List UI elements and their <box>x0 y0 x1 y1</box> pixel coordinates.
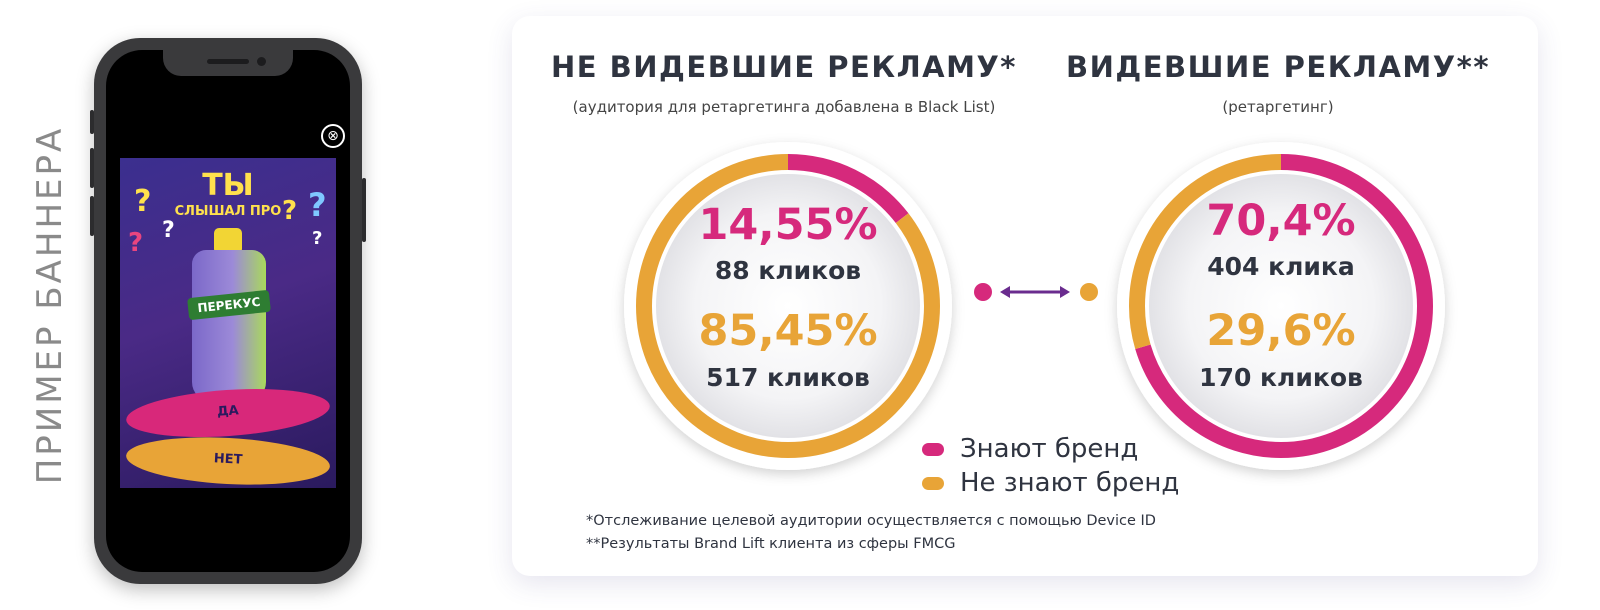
phone-notch <box>163 50 293 76</box>
speaker-icon <box>207 59 249 64</box>
legend-swatch-not-knows <box>922 476 944 490</box>
donut-chart-not-seen <box>608 126 968 486</box>
donut-center-not-seen <box>656 174 920 438</box>
footnote-1: *Отслеживание целевой аудитории осуществ… <box>586 513 1156 529</box>
ad-banner[interactable]: ТЫ СЛЫШАЛ ПРО ? ? ? ? ? ? ПЕРЕКУС ДА НЕТ <box>120 158 336 488</box>
answer-no-label: НЕТ <box>213 451 243 468</box>
legend-label-not-knows: Не знают бренд <box>960 468 1180 498</box>
banner-subtitle: СЛЫШАЛ ПРО <box>174 204 282 219</box>
data-label-not-knows-not-seen: 85,45% <box>698 306 878 356</box>
product-pouch <box>192 250 266 402</box>
group-title-not-seen: НЕ ВИДЕВШИЕ РЕКЛАМУ* <box>551 50 1017 84</box>
side-label: ПРИМЕР БАННЕРА <box>30 125 70 485</box>
data-label-not-knows-seen: 29,6% <box>1206 306 1356 356</box>
question-mark-icon: ? <box>128 228 144 258</box>
legend-label-knows: Знают бренд <box>960 434 1139 464</box>
phone-screen: ⊗ ТЫ СЛЫШАЛ ПРО ? ? ? ? ? ? ПЕРЕКУС ДА Н… <box>106 50 350 572</box>
answer-yes-label: ДА <box>216 403 240 420</box>
legend-item-knows: Знают бренд <box>922 434 1138 464</box>
comparison-connector <box>974 283 1098 301</box>
question-mark-icon: ? <box>282 196 298 226</box>
banner-title: ТЫ <box>202 168 254 203</box>
data-label-knows-not-seen: 14,55% <box>698 200 878 250</box>
group-title-seen: ВИДЕВШИЕ РЕКЛАМУ** <box>1066 50 1490 84</box>
phone-mute-switch <box>90 110 94 134</box>
phone-volume-down <box>90 196 94 236</box>
legend-item-not-knows: Не знают бренд <box>922 468 1179 498</box>
question-mark-icon: ? <box>312 228 323 249</box>
question-mark-icon: ? <box>162 218 175 243</box>
question-mark-icon: ? <box>134 184 152 219</box>
close-icon[interactable]: ⊗ <box>321 124 345 148</box>
camera-icon <box>257 57 266 66</box>
arrow-right-icon <box>1060 286 1070 298</box>
data-label-knows-seen: 70,4% <box>1206 196 1356 246</box>
pouch-cap <box>214 228 242 254</box>
count-label-knows-not-seen: 88 кликов <box>714 256 862 285</box>
legend-swatch-knows <box>922 442 944 456</box>
question-mark-icon: ? <box>308 186 327 224</box>
group-subtitle-not-seen: (аудитория для ретаргетинга добавлена в … <box>572 98 996 116</box>
phone-power-button <box>362 178 366 242</box>
connector-dot-not-knows <box>1080 283 1098 301</box>
arrow-left-icon <box>1000 286 1010 298</box>
footnote-2: **Результаты Brand Lift клиента из сферы… <box>586 536 956 552</box>
donut-svg-not-seen <box>624 142 952 470</box>
count-label-not-knows-not-seen: 517 кликов <box>706 363 870 392</box>
group-subtitle-seen: (ретаргетинг) <box>1222 98 1334 116</box>
phone-volume-up <box>90 148 94 188</box>
pie-slice-not-knows-seen <box>1129 154 1433 458</box>
count-label-knows-seen: 404 клика <box>1207 252 1355 281</box>
answer-yes-button[interactable]: ДА <box>124 382 332 444</box>
phone-mockup: ⊗ ТЫ СЛЫШАЛ ПРО ? ? ? ? ? ? ПЕРЕКУС ДА Н… <box>90 38 366 584</box>
count-label-not-knows-seen: 170 кликов <box>1199 363 1363 392</box>
donut-chart-seen <box>1101 126 1461 486</box>
connector-dot-knows <box>974 283 992 301</box>
results-card: НЕ ВИДЕВШИЕ РЕКЛАМУ* (аудитория для рета… <box>512 16 1538 576</box>
donut-svg-seen <box>1117 142 1445 470</box>
answer-no-button[interactable]: НЕТ <box>124 432 332 488</box>
donut-center-seen <box>1149 174 1413 438</box>
pie-slice-not-knows-not-seen <box>636 154 940 458</box>
